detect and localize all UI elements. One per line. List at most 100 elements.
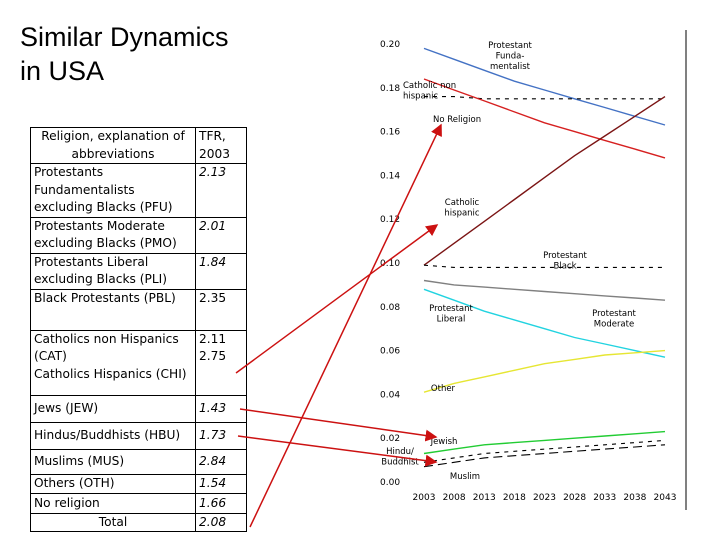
header-religion-line: Religion, explanation of [41,129,185,143]
religion-cell: Protestants Fundamentalists excluding Bl… [30,163,196,218]
series-label: Muslim [450,472,480,482]
religion-line: excluding Blacks (PFU) [34,200,173,214]
arrow-to-no-religion [249,123,442,528]
religion-cell: Jews (JEW) [30,394,196,423]
x-tick-label: 2003 [413,493,436,503]
series-label: Protestant Funda-mentalist [488,41,532,72]
y-axis-tick-labels: 0.20 0.18 0.16 0.14 0.12 0.10 0.08 0.06 0.04 0.02… [380,40,400,488]
series-labels: Protestant Funda-mentalist Catholic non his… [381,41,636,482]
x-tick-label: 2028 [563,493,586,503]
religion-line: Muslims (MUS) [34,453,125,468]
series-line-muslim [423,444,666,468]
table-row-nor: No religion 1.66 [30,492,247,514]
religion-line: Jews (JEW) [34,400,99,415]
arrow-to-catholic-hispanic [235,224,439,374]
x-tick-label: 2038 [623,493,646,503]
religion-line: excluding Blacks (PLI) [34,272,167,286]
tfr-cell: 2.13 [195,163,247,218]
series-line-protestant-funda-mentalist [423,47,666,126]
series-line-jewish [423,430,666,455]
header-tfr-line: 2003 [199,146,231,161]
table-row-total: Total 2.08 [30,512,247,532]
header-religion-line: abbreviations [71,146,155,161]
table-row-jew: Jews (JEW) 1.43 [30,394,247,423]
religion-line: (CAT) [34,349,67,363]
religion-cell: Protestants Liberal excluding Blacks (PL… [30,252,196,290]
arrow-to-hindu-buddhist [237,435,438,467]
religion-cell: Hindus/Buddhists (HBU) [30,421,196,450]
series-line-other [423,349,666,393]
religion-line: Fundamentalists [34,182,135,197]
series-label: Jewish [430,437,458,447]
series-line-protestant-black [423,264,665,268]
x-tick-label: 2033 [593,493,616,503]
table-row-hbu: Hindus/Buddhists (HBU) 1.73 [30,421,247,450]
connector-arrows [235,123,442,528]
y-tick-label: 0.10 [380,259,400,269]
y-tick-label: 0.14 [380,171,400,181]
tfr-line: 2.75 [199,349,227,363]
table-row-oth: Others (OTH) 1.54 [30,473,247,494]
x-tick-label: 2008 [443,493,466,503]
series-line-protestant-liberal [423,288,666,358]
tfr-cell: 2.11 2.75 [195,329,247,396]
x-axis-tick-labels: 2003 2008 2013 2018 2023 2028 2033 2038 2043 [413,493,677,503]
table-header-row: Religion, explanation of abbreviations T… [30,127,247,164]
religion-line: Protestants Liberal [34,254,149,269]
series-label: No Religion [433,115,481,125]
religion-cell: Protestants Moderate excluding Blacks (P… [30,216,196,254]
religion-cell: No religion [30,492,196,514]
tfr-cell: 1.84 [195,252,247,290]
slide-title: Similar Dynamics in USA [20,20,229,88]
total-label-cell: Total [30,512,196,532]
religion-line: No religion [34,496,100,510]
table-row-pmo: Protestants Moderate excluding Blacks (P… [30,216,247,254]
y-tick-label: 0.08 [380,303,400,313]
table-row-pli: Protestants Liberal excluding Blacks (PL… [30,252,247,290]
tfr-cell: 1.66 [195,492,247,514]
series-line-hindu-buddhist [423,439,666,463]
religion-line: Others (OTH) [34,475,115,490]
series-label: Protestant Black [543,251,587,272]
religion-line: Hindus/Buddhists (HBU) [34,427,181,442]
x-tick-label: 2023 [533,493,556,503]
y-tick-label: 0.20 [380,40,400,50]
y-tick-label: 0.00 [380,478,400,488]
tfr-cell: 1.43 [195,394,247,423]
table-row-mus: Muslims (MUS) 2.84 [30,448,247,475]
header-tfr-cell: TFR, 2003 [195,127,247,164]
series-label: Hindu/Buddhist [381,447,419,468]
x-tick-label: 2013 [473,493,496,503]
y-tick-label: 0.06 [380,347,400,357]
tfr-line: 2.11 [199,331,227,346]
series-label: Catholic hispanic [444,198,480,219]
religion-line: Protestants Moderate [34,218,165,233]
religion-cell: Others (OTH) [30,473,196,494]
y-tick-label: 0.04 [380,390,400,400]
table-row-pfu: Protestants Fundamentalists excluding Bl… [30,163,247,218]
religion-line: Black Protestants (PBL) [34,290,176,305]
total-tfr-cell: 2.08 [195,512,247,532]
y-tick-label: 0.02 [380,434,400,444]
header-religion-cell: Religion, explanation of abbreviations [30,127,196,164]
series-label: Protestant Moderate [592,309,636,330]
x-tick-label: 2018 [503,493,526,503]
slide-title-line-1: Similar Dynamics [20,22,229,52]
series-line-catholic-non-hispanic [424,96,665,100]
series-lines [423,47,666,468]
slide-title-line-2: in USA [20,56,105,86]
series-label: Protestant Liberal [429,304,473,325]
x-tick-label: 2043 [654,493,677,503]
arrow-to-jewish [239,408,438,442]
religion-line: Catholics non Hispanics [34,331,179,346]
y-tick-label: 0.12 [380,215,400,225]
tfr-cell: 2.84 [195,448,247,475]
y-tick-label: 0.18 [380,84,400,94]
series-line-catholic-hispanic [423,96,666,266]
tfr-cell: 2.35 [195,288,247,331]
religion-line: Catholics Hispanics (CHI) [34,366,187,381]
series-line-no-religion [423,78,666,159]
religion-line: Protestants [34,165,104,179]
header-tfr-line: TFR, [199,129,226,143]
